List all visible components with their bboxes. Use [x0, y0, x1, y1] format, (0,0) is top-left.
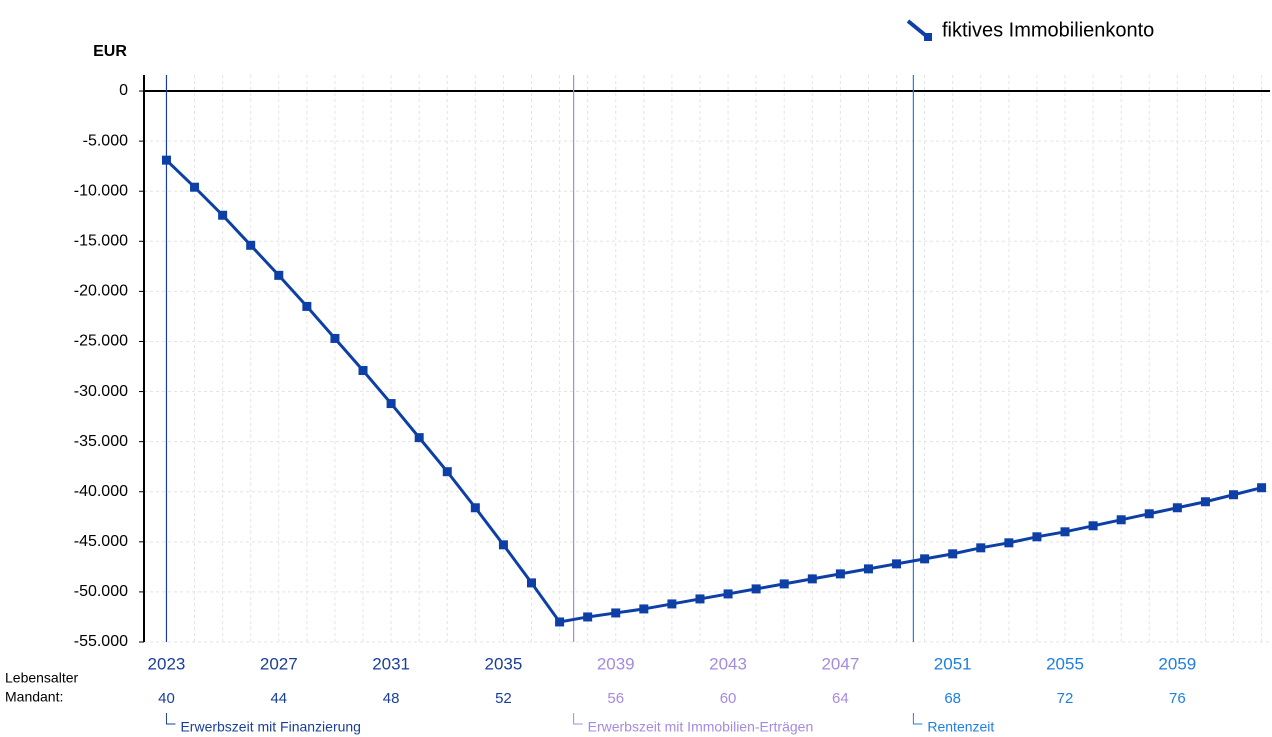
age-label: 64 — [832, 690, 849, 707]
y-tick-label: -45.000 — [74, 533, 128, 550]
data-point — [1116, 515, 1126, 525]
data-point — [695, 594, 705, 604]
data-point — [948, 549, 958, 559]
age-label: 56 — [607, 690, 624, 707]
age-label: 48 — [383, 690, 400, 707]
age-label: 72 — [1057, 690, 1074, 707]
data-point — [1088, 521, 1098, 531]
data-point — [779, 579, 789, 589]
data-point — [1060, 527, 1070, 537]
data-point — [527, 578, 537, 588]
data-point — [302, 301, 312, 311]
x-tick-label: 2047 — [821, 654, 859, 673]
data-point — [723, 589, 733, 599]
data-point — [246, 240, 256, 250]
phase-bracket — [165, 713, 176, 725]
data-point — [751, 584, 761, 594]
y-tick-label: -30.000 — [74, 383, 128, 400]
x-tick-label: 2051 — [934, 654, 972, 673]
x-tick-label: 2043 — [709, 654, 747, 673]
y-axis-label: EUR — [93, 43, 127, 60]
data-point — [1200, 497, 1210, 507]
phase-label: Erwerbszeit mit Finanzierung — [180, 719, 361, 735]
row-label: Mandant: — [5, 689, 63, 705]
row-label: Lebensalter — [5, 670, 79, 686]
age-label: 68 — [944, 690, 961, 707]
data-point — [274, 270, 284, 280]
data-point — [386, 399, 396, 409]
data-point — [161, 155, 171, 165]
y-tick-label: 0 — [119, 82, 128, 99]
data-point — [442, 467, 452, 477]
data-point — [1228, 490, 1238, 500]
y-tick-label: -10.000 — [74, 182, 128, 199]
data-point — [976, 543, 986, 553]
data-point — [1257, 483, 1267, 493]
data-point — [583, 612, 593, 622]
data-point — [358, 366, 368, 376]
y-tick-label: -15.000 — [74, 233, 128, 250]
data-point — [1172, 503, 1182, 513]
data-point — [470, 503, 480, 513]
data-point — [639, 604, 649, 614]
data-point — [330, 333, 340, 343]
data-point — [611, 608, 621, 618]
phase-bracket — [912, 713, 923, 725]
x-tick-label: 2023 — [148, 654, 186, 673]
y-tick-label: -20.000 — [74, 283, 128, 300]
legend-marker — [924, 33, 932, 41]
phase-label: Erwerbszeit mit Immobilien-Erträgen — [588, 719, 814, 735]
y-tick-label: -25.000 — [74, 333, 128, 350]
legend-label: fiktives Immobilienkonto — [942, 19, 1154, 41]
age-label: 44 — [270, 690, 287, 707]
y-tick-label: -40.000 — [74, 483, 128, 500]
data-point — [1144, 509, 1154, 519]
data-point — [1004, 538, 1014, 548]
age-label: 76 — [1169, 690, 1186, 707]
age-label: 52 — [495, 690, 512, 707]
data-point — [835, 569, 845, 579]
series-line — [165, 159, 1262, 624]
data-point — [414, 433, 424, 443]
phase-label: Rentenzeit — [927, 719, 994, 735]
x-tick-label: 2035 — [485, 654, 523, 673]
x-tick-label: 2039 — [597, 654, 635, 673]
data-point — [1032, 532, 1042, 542]
x-tick-label: 2027 — [260, 654, 298, 673]
x-tick-label: 2031 — [372, 654, 410, 673]
data-point — [807, 574, 817, 584]
data-point — [218, 210, 228, 220]
y-tick-label: -35.000 — [74, 433, 128, 450]
data-point — [667, 599, 677, 609]
x-tick-label: 2055 — [1046, 654, 1084, 673]
data-point — [863, 564, 873, 574]
data-point — [555, 617, 565, 627]
data-point — [190, 182, 200, 192]
y-tick-label: -5.000 — [83, 132, 128, 149]
phase-bracket — [573, 713, 583, 725]
y-tick-label: -55.000 — [74, 633, 128, 650]
y-tick-label: -50.000 — [74, 583, 128, 600]
age-label: 60 — [720, 690, 737, 707]
data-point — [892, 559, 902, 569]
x-tick-label: 2059 — [1158, 654, 1196, 673]
data-point — [920, 554, 930, 564]
age-label: 40 — [158, 690, 175, 707]
data-point — [498, 540, 508, 550]
